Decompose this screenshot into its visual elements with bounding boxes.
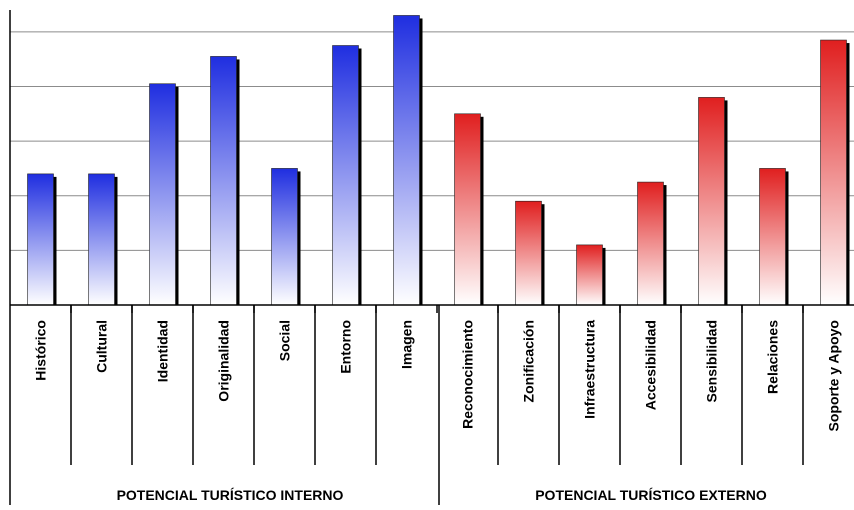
bar	[149, 83, 176, 306]
bar	[27, 173, 54, 306]
category-label: Imagen	[399, 320, 415, 369]
group-labels: POTENCIAL TURÍSTICO INTERNO POTENCIAL TU…	[117, 487, 767, 503]
bar	[393, 15, 420, 306]
category-label: Zonificación	[521, 320, 537, 402]
category-label: Infraestructura	[582, 320, 598, 419]
category-label: Cultural	[94, 320, 110, 373]
category-label: Identidad	[155, 320, 171, 382]
bar	[454, 113, 481, 306]
category-label: Originalidad	[216, 320, 232, 402]
bar	[820, 39, 847, 306]
bar	[637, 181, 664, 306]
category-label: Relaciones	[765, 320, 781, 394]
group-label-interno: POTENCIAL TURÍSTICO INTERNO	[117, 487, 344, 503]
category-label: Soporte y Apoyo	[826, 320, 842, 432]
bar	[88, 173, 115, 306]
category-label: Social	[277, 320, 293, 361]
axes	[9, 10, 854, 505]
bar	[332, 45, 359, 306]
bar	[759, 168, 786, 306]
category-label: Reconocimiento	[460, 320, 476, 429]
category-label: Sensibilidad	[704, 320, 720, 402]
category-label: Accesibilidad	[643, 320, 659, 410]
bar	[515, 200, 542, 306]
group-label-externo: POTENCIAL TURÍSTICO EXTERNO	[535, 487, 767, 503]
category-label: Histórico	[33, 320, 49, 381]
bar	[698, 97, 725, 306]
category-labels: Histórico Cultural Identidad Originalidad So…	[33, 305, 842, 465]
bar	[576, 244, 603, 306]
bar	[210, 56, 237, 306]
category-label: Entorno	[338, 320, 354, 374]
bar	[271, 168, 298, 306]
bars	[27, 15, 850, 306]
